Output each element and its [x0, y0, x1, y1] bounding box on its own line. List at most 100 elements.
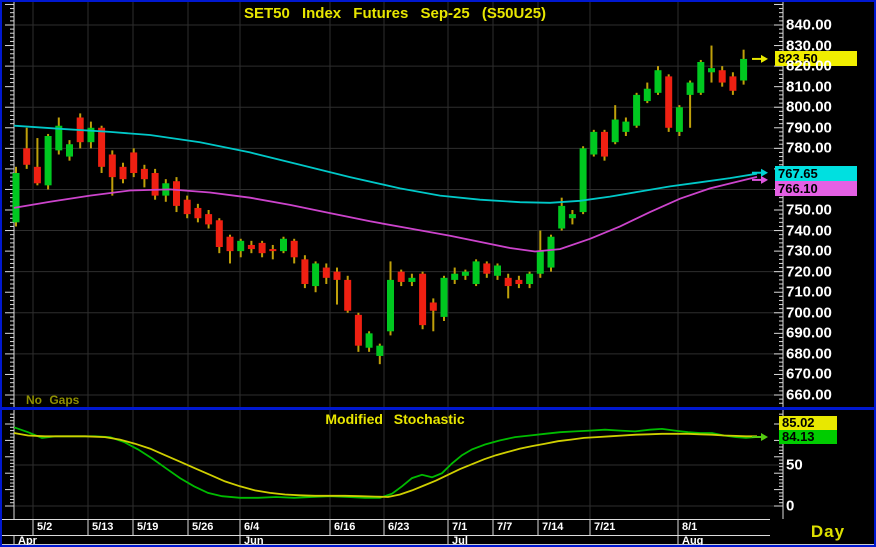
candlestick	[173, 181, 180, 206]
date-tick-label: 6/16	[334, 521, 356, 533]
candlestick	[494, 265, 501, 276]
candlestick	[23, 148, 31, 165]
price-axis-label: 660.00	[786, 386, 832, 404]
candlestick	[205, 214, 213, 225]
candlestick	[215, 220, 223, 248]
candlestick	[140, 168, 148, 180]
price-axis-label: 740.00	[786, 222, 832, 240]
price-axis-label: 720.00	[786, 263, 832, 281]
candlestick	[301, 259, 309, 285]
stoch-axis-label-50: 50	[786, 456, 803, 474]
candlestick	[504, 277, 512, 287]
candlestick	[333, 271, 341, 280]
candlestick	[151, 173, 159, 196]
candlestick	[451, 273, 459, 280]
candlestick	[686, 82, 694, 95]
candlestick	[194, 207, 202, 219]
candlestick	[429, 302, 437, 311]
candlestick	[258, 242, 266, 254]
candlestick	[408, 277, 416, 282]
candlestick	[729, 76, 737, 91]
price-axis-label: 780.00	[786, 139, 832, 157]
price-axis-label: 820.00	[786, 57, 832, 75]
candlestick	[12, 173, 20, 223]
stoch-green-line	[13, 426, 758, 499]
candlestick	[419, 273, 427, 326]
ma-cyan-arrow	[761, 168, 768, 177]
date-tick-label: 7/1	[452, 521, 468, 533]
candlestick	[130, 152, 138, 174]
price-axis-label: 750.00	[786, 201, 832, 219]
candlestick	[387, 279, 394, 332]
ma-magenta-arrow	[761, 175, 768, 184]
ma-magenta-line	[13, 176, 758, 253]
price-axis-label: 700.00	[786, 304, 832, 322]
candlestick	[611, 119, 619, 143]
ma-cyan-line	[13, 124, 758, 204]
candlestick	[365, 333, 373, 348]
last-price-arrow	[761, 54, 768, 63]
price-axis-label: 670.00	[786, 365, 832, 383]
ma-cyan-value-tag: 767.65	[775, 166, 857, 182]
stoch-green-value-tag: 84.13	[779, 430, 837, 444]
date-tick-label: 7/7	[497, 521, 513, 533]
month-label: Apr	[18, 535, 37, 547]
candlestick	[98, 127, 106, 167]
candlestick	[440, 277, 448, 317]
candlestick	[643, 88, 651, 102]
window-bottom-edge	[2, 544, 874, 545]
candlestick	[622, 121, 630, 132]
candlestick	[237, 240, 245, 252]
date-tick-label: 5/26	[192, 521, 214, 533]
month-label: Jul	[452, 535, 468, 547]
stoch-axis-label-0: 0	[786, 497, 795, 515]
date-tick-label: 5/13	[92, 521, 114, 533]
candlestick	[526, 273, 534, 285]
candlestick	[397, 271, 405, 282]
candlestick	[312, 263, 320, 287]
candlestick	[579, 148, 587, 213]
candlestick	[119, 166, 127, 180]
candlestick	[247, 244, 255, 250]
candlestick	[461, 271, 469, 276]
candlestick	[515, 279, 523, 285]
candlestick	[675, 107, 683, 132]
candlestick	[44, 136, 52, 186]
period-label: Day	[810, 522, 846, 541]
candlestick	[33, 166, 41, 184]
price-axis-label: 810.00	[786, 78, 832, 96]
date-tick-label: 7/14	[542, 521, 564, 533]
candlestick	[183, 199, 191, 215]
candlestick	[708, 68, 715, 73]
candlestick	[376, 345, 384, 356]
price-axis-label: 710.00	[786, 283, 832, 301]
candlestick	[55, 125, 63, 151]
candlestick	[66, 144, 73, 157]
candlestick	[633, 94, 641, 126]
candlestick	[568, 214, 576, 219]
price-axis-label: 790.00	[786, 119, 832, 137]
candlestick	[740, 58, 748, 81]
candlestick	[322, 267, 330, 278]
candlestick	[87, 127, 95, 143]
candlestick	[354, 314, 362, 346]
price-axis-label: 730.00	[786, 242, 832, 260]
candlestick	[290, 240, 298, 258]
candlestick	[472, 261, 480, 285]
candlestick	[344, 279, 352, 311]
candlestick	[590, 131, 598, 155]
date-tick-label: 6/4	[244, 521, 260, 533]
candlestick	[665, 76, 673, 128]
date-tick-label: 7/21	[594, 521, 616, 533]
month-label: Jun	[244, 535, 264, 547]
price-axis-label: 680.00	[786, 345, 832, 363]
stoch-arrow	[761, 433, 768, 442]
stochastic-title: Modified Stochastic	[325, 411, 465, 427]
candlestick	[108, 154, 116, 178]
chart-title: SET50 Index Futures Sep-25 (S50U25)	[243, 5, 547, 22]
candlestick	[269, 249, 277, 252]
stoch-yellow-value-tag: 85.02	[779, 416, 837, 430]
price-axis-label: 800.00	[786, 98, 832, 116]
